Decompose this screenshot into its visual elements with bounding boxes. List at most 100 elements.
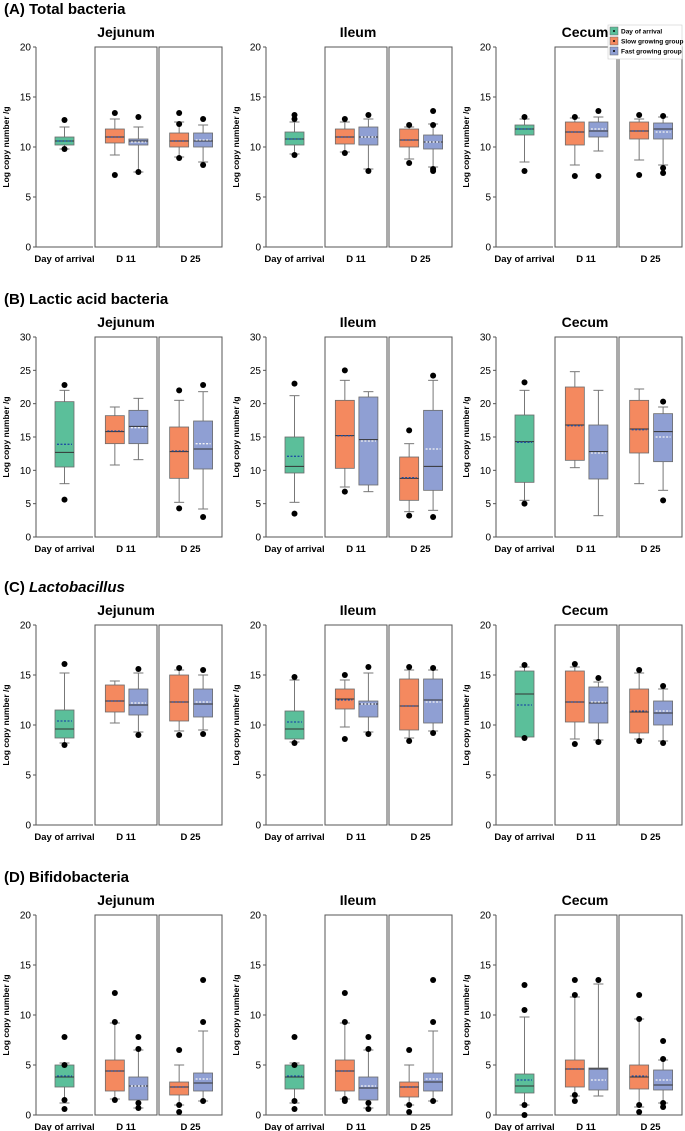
y-tick-label: 25 — [480, 366, 492, 377]
y-tick-label: 15 — [480, 671, 492, 682]
y-tick-label: 5 — [25, 771, 31, 782]
y-tick-label: 20 — [20, 621, 32, 632]
box-fast — [128, 114, 149, 175]
outlier-point — [200, 667, 207, 673]
outlier-point — [430, 514, 437, 520]
group-frame — [618, 624, 683, 826]
subplot-jejunum: Jejunum Log copy number /g 0 5 10 15 20 Day of … — [1, 892, 223, 1131]
box-iqr — [169, 132, 190, 148]
outlier-point — [636, 1109, 643, 1115]
outlier-point — [406, 512, 413, 519]
box-slow — [334, 990, 355, 1104]
region-title: Jejunum — [97, 892, 155, 908]
y-tick-label: 20 — [480, 399, 492, 410]
box-slow — [334, 367, 355, 495]
box-fast — [588, 675, 609, 745]
outlier-point — [176, 121, 183, 127]
box-fast — [128, 1034, 149, 1111]
outlier-point — [291, 674, 298, 680]
outlier-point — [571, 661, 578, 667]
x-label: Day of arrival — [264, 254, 324, 265]
subplot-ileum: Ileum Log copy number /g 0 5 10 15 20 Day of ar… — [231, 24, 453, 265]
box-iqr — [128, 409, 149, 445]
outlier-point — [571, 1098, 578, 1104]
box-slow — [169, 110, 190, 161]
y-tick-label: 15 — [250, 93, 262, 104]
box-iqr — [54, 709, 75, 739]
outlier-point — [200, 731, 207, 737]
x-label: D 11 — [346, 832, 366, 843]
y-tick-label: 15 — [20, 671, 32, 682]
outlier-point — [200, 514, 207, 520]
box-iqr — [358, 700, 379, 718]
outlier-point — [61, 1062, 68, 1068]
outlier-point — [660, 1056, 667, 1062]
y-tick-label: 15 — [20, 961, 32, 972]
outlier-point — [430, 665, 437, 671]
outlier-point — [365, 168, 372, 174]
box-fast — [588, 108, 609, 179]
outlier-point — [636, 1102, 643, 1108]
box-slow — [399, 427, 420, 519]
box-slow — [629, 112, 650, 178]
outlier-point — [521, 735, 528, 741]
box-iqr — [653, 122, 673, 140]
subplot-jejunum: Jejunum Log copy number /g 0 5 10 15 20 25 30 Day… — [1, 314, 223, 555]
box-iqr — [169, 674, 190, 722]
x-label: D 11 — [116, 1122, 136, 1131]
box-slow — [564, 977, 585, 1104]
outlier-point — [341, 990, 348, 996]
y-tick-label: 5 — [25, 1061, 31, 1072]
x-label: Day of arrival — [34, 544, 94, 555]
box-arrival — [284, 380, 305, 517]
box-fast — [128, 397, 149, 461]
outlier-point — [291, 1034, 298, 1040]
subplot-jejunum: Jejunum Log copy number /g 0 5 10 15 20 Day of … — [1, 24, 223, 265]
y-tick-label: 0 — [485, 821, 491, 832]
outlier-point — [176, 1109, 183, 1115]
outlier-point — [61, 146, 68, 152]
group-frame — [388, 914, 453, 1116]
box-fast — [358, 1034, 379, 1112]
y-tick-label: 5 — [255, 193, 261, 204]
outlier-point — [365, 112, 372, 118]
y-tick-label: 10 — [250, 1011, 262, 1022]
outlier-point — [200, 1098, 207, 1104]
y-tick-label: 15 — [480, 433, 492, 444]
group-frame — [94, 46, 158, 248]
x-label: D 25 — [410, 1122, 431, 1131]
box-slow — [564, 661, 585, 747]
y-tick-label: 30 — [250, 333, 262, 344]
subplot-ileum: Ileum Log copy number /g 0 5 10 15 20 Day of ar… — [231, 602, 453, 843]
region-title: Ileum — [340, 892, 377, 908]
x-label: Day of arrival — [264, 1122, 324, 1131]
x-label: D 11 — [576, 544, 596, 555]
outlier-point — [365, 1100, 372, 1106]
outlier-point — [406, 122, 413, 128]
x-label: D 11 — [116, 254, 136, 265]
outlier-point — [61, 496, 68, 503]
box-slow — [629, 992, 650, 1115]
box-fast — [423, 108, 444, 174]
box-slow — [629, 388, 650, 485]
outlier-point — [595, 739, 602, 745]
y-tick-label: 0 — [485, 533, 491, 544]
box-iqr — [629, 399, 650, 454]
panel-B: (B) Lactic acid bacteria Jejunum Log copy … — [1, 291, 683, 555]
outlier-point — [365, 1046, 372, 1052]
y-tick-label: 10 — [480, 143, 492, 154]
group-frame — [618, 336, 683, 538]
x-label: D 11 — [576, 832, 596, 843]
outlier-point — [135, 1034, 142, 1040]
x-label: Day of arrival — [494, 832, 554, 843]
box-iqr — [104, 128, 125, 144]
outlier-point — [176, 110, 183, 116]
y-axis-label: Log copy number /g — [1, 974, 11, 1055]
outlier-point — [636, 667, 643, 673]
outlier-point — [291, 1098, 298, 1104]
y-tick-label: 10 — [20, 466, 32, 477]
y-tick-label: 20 — [480, 911, 492, 922]
box-fast — [358, 391, 379, 493]
box-iqr — [128, 688, 149, 716]
box-iqr — [514, 414, 535, 483]
